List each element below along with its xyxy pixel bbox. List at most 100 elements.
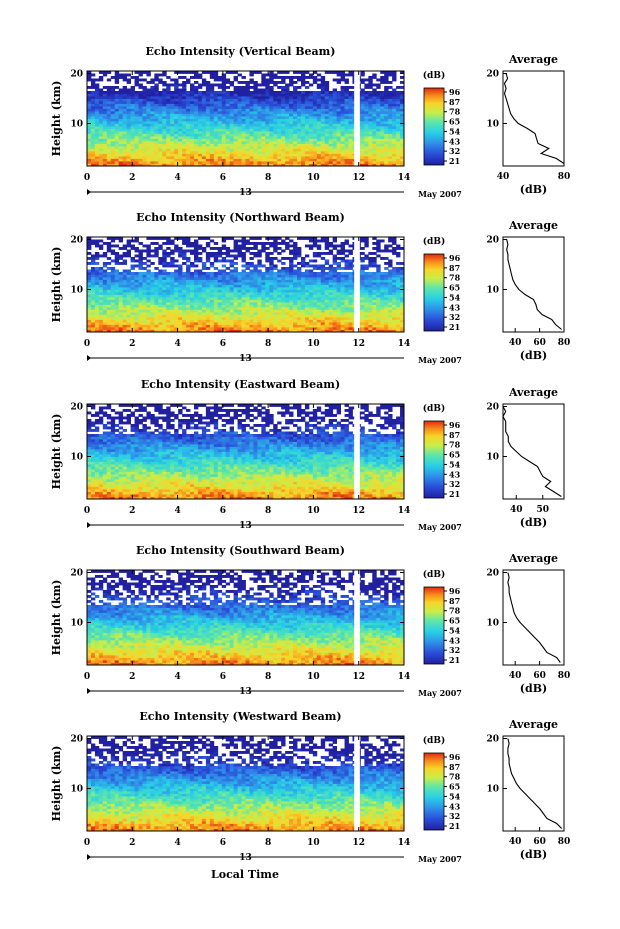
heatmap-cell <box>193 71 199 74</box>
heatmap-cell <box>241 108 246 112</box>
heatmap-cell <box>166 118 171 122</box>
heatmap-cell <box>273 319 278 323</box>
heatmap-cell <box>170 146 175 149</box>
heatmap-cell <box>87 287 92 290</box>
heatmap-cell <box>277 242 282 245</box>
heatmap-cell <box>289 324 294 328</box>
heatmap-cell <box>154 312 159 315</box>
heatmap-cell <box>380 131 385 134</box>
heatmap-cell <box>130 111 135 114</box>
heatmap-cell <box>217 304 223 308</box>
heatmap-cell <box>344 161 349 164</box>
heatmap-cell <box>162 259 167 263</box>
heatmap-cell <box>348 106 353 109</box>
heatmap-cell <box>142 284 147 288</box>
heatmap-cell <box>380 118 385 122</box>
heatmap-cell <box>304 158 310 162</box>
heatmap-cell <box>289 113 294 117</box>
heatmap-cell <box>312 146 318 149</box>
heatmap-cell <box>364 113 369 117</box>
heatmap-cell <box>257 128 262 132</box>
heatmap-cell <box>190 153 195 157</box>
heatmap-cell <box>87 314 92 318</box>
heatmap-cell <box>245 292 250 295</box>
heatmap-cell <box>134 96 139 99</box>
heatmap-cell <box>201 138 207 142</box>
heatmap-cell <box>297 113 302 117</box>
heatmap-cell <box>261 294 266 298</box>
heatmap-cell <box>312 126 318 129</box>
heatmap-cell <box>138 98 143 102</box>
heatmap-cell <box>110 272 116 275</box>
heatmap-cell <box>300 141 306 144</box>
heatmap-cell <box>190 299 195 303</box>
heatmap-cell <box>118 312 124 315</box>
heatmap-cell <box>162 277 167 280</box>
heatmap-cell <box>360 116 365 119</box>
heatmap-cell <box>245 118 250 122</box>
heatmap-cell <box>201 267 207 270</box>
heatmap-cell <box>332 327 338 330</box>
heatmap-cell <box>106 284 112 288</box>
heatmap-cell <box>102 111 108 114</box>
heatmap-cell <box>245 153 250 157</box>
heatmap-cell <box>400 86 405 89</box>
heatmap-cell <box>269 141 274 144</box>
heatmap-cell <box>142 88 147 92</box>
heatmap-cell <box>178 128 183 132</box>
heatmap-cell <box>110 86 116 89</box>
heatmap-cell <box>154 106 159 109</box>
heatmap-cell <box>217 93 223 97</box>
heatmap-cell <box>348 128 353 132</box>
heatmap-cell <box>186 279 191 283</box>
heatmap-cell <box>245 88 250 92</box>
heatmap-cell <box>392 163 397 167</box>
heatmap-cell <box>98 327 104 330</box>
heatmap-cell <box>368 161 373 164</box>
heatmap-cell <box>392 96 397 99</box>
heatmap-cell <box>297 284 302 288</box>
heatmap-cell <box>197 131 203 134</box>
heatmap-cell <box>221 284 227 288</box>
heatmap-cell <box>257 237 262 240</box>
heatmap-cell <box>94 317 100 320</box>
heatmap-cell <box>388 116 393 119</box>
heatmap-cell <box>106 247 112 250</box>
heatmap-cell <box>193 118 199 122</box>
heatmap-cell <box>265 252 270 255</box>
heatmap-cell <box>348 294 353 298</box>
heatmap-cell <box>154 279 159 283</box>
heatmap-cell <box>328 314 334 318</box>
heatmap-cell <box>94 126 100 129</box>
heatmap-cell <box>364 118 369 122</box>
heatmap-cell <box>142 309 147 313</box>
heatmap-cell <box>277 108 282 112</box>
heatmap-cell <box>118 272 124 275</box>
heatmap-cell <box>106 88 112 92</box>
heatmap-cell <box>142 277 147 280</box>
heatmap-cell <box>324 239 330 243</box>
heatmap-cell <box>273 279 278 283</box>
heatmap-cell <box>138 71 143 74</box>
heatmap-cell <box>384 153 389 157</box>
heatmap-cell <box>193 322 199 325</box>
heatmap-cell <box>261 279 266 283</box>
heatmap-cell <box>142 98 147 102</box>
heatmap-cell <box>186 277 191 280</box>
heatmap-cell <box>344 156 349 159</box>
heatmap-cell <box>249 153 254 157</box>
heatmap-cell <box>166 252 171 255</box>
heatmap-cell <box>320 101 326 104</box>
heatmap-cell <box>178 123 183 127</box>
heatmap-cell <box>174 133 179 137</box>
heatmap-cell <box>162 81 167 84</box>
heatmap-cell <box>201 111 207 114</box>
heatmap-cell <box>269 163 274 167</box>
heatmap-cell <box>154 86 159 89</box>
heatmap-cell <box>229 282 235 285</box>
heatmap-cell <box>257 71 262 74</box>
heatmap-cell <box>237 141 242 144</box>
heatmap-cell <box>182 282 187 285</box>
heatmap-cell <box>300 324 306 328</box>
heatmap-cell <box>122 259 128 263</box>
